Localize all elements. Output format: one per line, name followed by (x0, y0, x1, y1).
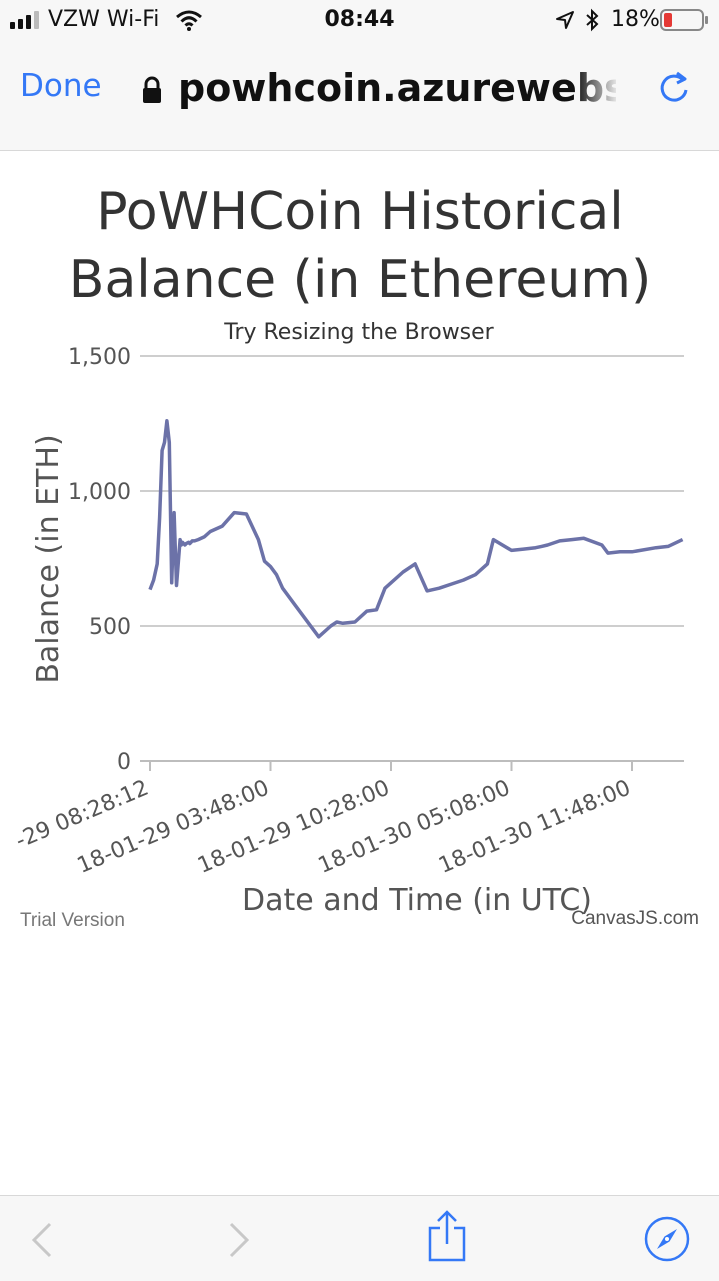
status-bar: VZW Wi-Fi 08:44 18% (0, 0, 719, 40)
chart-subtitle: Try Resizing the Browser (223, 320, 494, 345)
battery-icon (660, 9, 708, 31)
browser-toolbar: Done powhcoin.azurewebsites.net (0, 40, 719, 151)
url-field[interactable]: powhcoin.azurewebsites.net (178, 66, 616, 110)
canvasjs-credit-link[interactable]: CanvasJS.com (571, 908, 699, 929)
lock-icon (143, 76, 161, 103)
location-icon (556, 11, 574, 29)
chart-title: PoWHCoin Historical (96, 182, 623, 242)
y-tick-label: 1,500 (68, 345, 131, 370)
battery-percent: 18% (611, 7, 660, 32)
wifi-icon (176, 10, 202, 31)
y-axis-ticks: 0 500 1,000 1,500 (68, 345, 131, 775)
y-tick-label: 0 (117, 750, 131, 775)
chart-container: PoWHCoin Historical Balance (in Ethereum… (0, 151, 719, 951)
y-axis-label: Balance (in ETH) (31, 434, 66, 683)
clock: 08:44 (324, 7, 395, 32)
done-button[interactable]: Done (20, 68, 102, 104)
safari-icon[interactable] (644, 1216, 690, 1262)
balance-chart: PoWHCoin Historical Balance (in Ethereum… (12, 182, 699, 931)
bottom-toolbar (0, 1195, 719, 1281)
back-icon[interactable] (28, 1221, 54, 1259)
bluetooth-icon (586, 8, 599, 32)
y-tick-label: 500 (89, 615, 131, 640)
forward-icon[interactable] (227, 1221, 253, 1259)
series-layer (148, 419, 684, 639)
trial-version-watermark: Trial Version (20, 910, 125, 931)
share-icon[interactable] (426, 1210, 468, 1262)
x-axis-label: Date and Time (in UTC) (242, 883, 592, 918)
reload-icon[interactable] (656, 70, 692, 106)
chart-title-line2: Balance (in Ethereum) (69, 250, 651, 310)
grid-lines (140, 355, 684, 627)
signal-icon (10, 11, 39, 29)
carrier-name: VZW Wi-Fi (48, 7, 160, 32)
series-line (148, 419, 684, 639)
url-fade (575, 60, 620, 120)
y-tick-label: 1,000 (68, 480, 131, 505)
